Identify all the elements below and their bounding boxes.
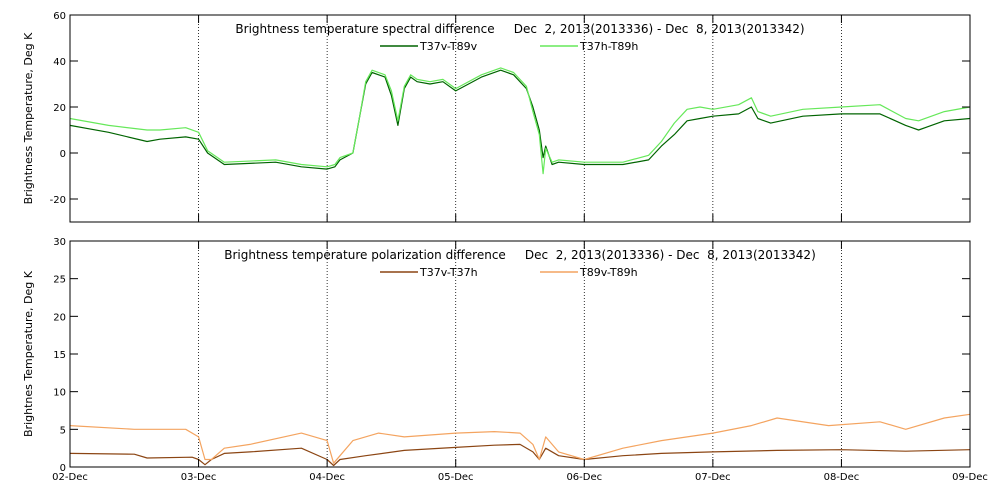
- spectral-y-axis-label: Brightness Temperature, Deg K: [22, 32, 35, 204]
- polarization-y-ticks: 0 5 10 15 20 25 30: [53, 237, 970, 474]
- spectral-series: [69, 67, 971, 175]
- spectral-title: Brightness temperature spectral differen…: [235, 22, 804, 36]
- spectral-difference-panel: -20 0 20 40 60 Brightness temperature spectr…: [22, 11, 971, 223]
- polarization-series-line-t37v-t37h: [69, 443, 971, 467]
- spectral-legend-label: T37h-T89h: [579, 40, 638, 53]
- x-tick-label: 02-Dec: [52, 472, 88, 483]
- polarization-legend: T37v-T37h T89v-T89h: [380, 266, 638, 279]
- polarization-legend-label: T89v-T89h: [579, 266, 638, 279]
- spectral-legend-label: T37v-T89v: [419, 40, 478, 53]
- polarization-difference-panel: 0 5 10 15 20 25 30 02-Dec 03-Dec 04-Dec 05-Dec 06-…: [22, 237, 988, 483]
- spectral-plot-frame: [69, 14, 971, 223]
- polarization-y-tick-label: 10: [53, 388, 66, 399]
- polarization-x-ticks: 02-Dec 03-Dec 04-Dec 05-Dec 06-Dec 07-Dec 08-D…: [52, 241, 988, 483]
- spectral-y-tick-label: 40: [53, 57, 66, 68]
- polarization-title: Brightness temperature polarization diff…: [224, 248, 816, 262]
- polarization-series-line-t89v-t89h: [69, 413, 971, 464]
- x-tick-label: 05-Dec: [438, 472, 474, 483]
- x-tick-label: 03-Dec: [181, 472, 217, 483]
- spectral-y-ticks: -20 0 20 40 60: [50, 11, 970, 206]
- spectral-x-ticks: [69, 15, 971, 222]
- spectral-series-line-t37v-t89v: [69, 69, 971, 170]
- polarization-y-tick-label: 0: [60, 463, 66, 474]
- spectral-y-tick-label: 20: [53, 103, 66, 114]
- polarization-y-tick-label: 25: [53, 275, 66, 286]
- polarization-y-tick-label: 20: [53, 312, 66, 323]
- polarization-y-tick-label: 15: [53, 350, 66, 361]
- polarization-legend-label: T37v-T37h: [419, 266, 478, 279]
- spectral-y-tick-label: -20: [50, 195, 66, 206]
- spectral-series-line-t37h-t89h: [69, 67, 971, 175]
- spectral-y-tick-label: 0: [60, 149, 66, 160]
- polarization-y-tick-label: 5: [60, 425, 66, 436]
- x-tick-label: 06-Dec: [566, 472, 602, 483]
- polarization-y-axis-label: Brightnes Temperature, Deg K: [22, 270, 35, 437]
- x-tick-label: 04-Dec: [309, 472, 345, 483]
- x-tick-label: 08-Dec: [824, 472, 860, 483]
- x-tick-label: 09-Dec: [952, 472, 988, 483]
- spectral-y-tick-label: 60: [53, 11, 66, 22]
- polarization-series: [69, 413, 971, 467]
- polarization-y-tick-label: 30: [53, 237, 66, 248]
- spectral-legend: T37v-T89v T37h-T89h: [380, 40, 638, 53]
- x-tick-label: 07-Dec: [695, 472, 731, 483]
